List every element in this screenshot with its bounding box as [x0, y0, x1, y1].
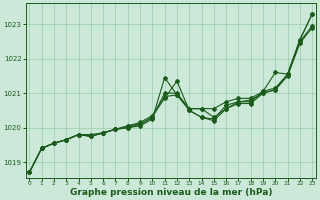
X-axis label: Graphe pression niveau de la mer (hPa): Graphe pression niveau de la mer (hPa) [69, 188, 272, 197]
